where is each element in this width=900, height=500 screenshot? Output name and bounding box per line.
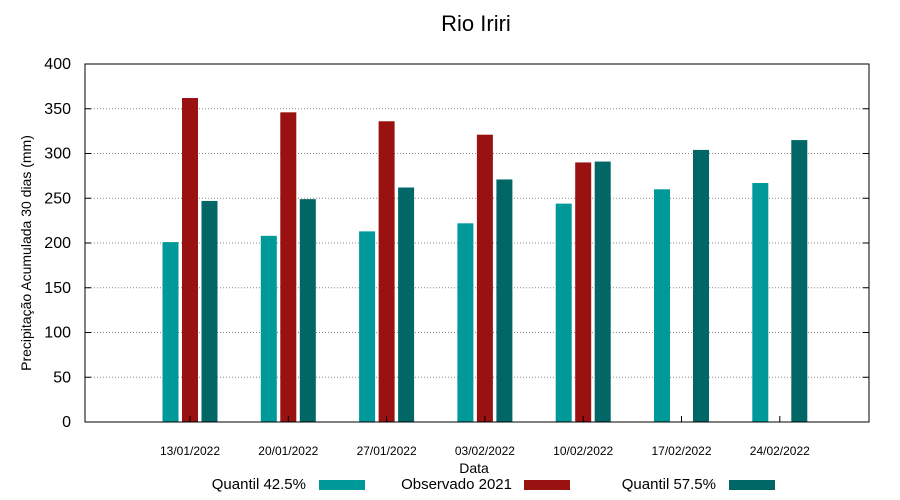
legend-swatch-0 xyxy=(319,480,365,490)
bar-1-2 xyxy=(378,121,395,422)
x-tick-label: 13/01/2022 xyxy=(160,444,220,458)
bar-1-4 xyxy=(575,162,592,422)
bar-2-4 xyxy=(594,161,611,422)
bar-0-1 xyxy=(260,235,277,422)
bar-2-2 xyxy=(398,187,415,422)
bar-2-1 xyxy=(299,199,316,422)
y-tick-label: 150 xyxy=(44,280,71,297)
x-tick-label: 10/02/2022 xyxy=(553,444,613,458)
x-tick-label: 27/01/2022 xyxy=(357,444,417,458)
y-tick-label: 100 xyxy=(44,325,71,342)
bar-2-3 xyxy=(496,179,513,422)
y-tick-label: 350 xyxy=(44,101,71,118)
x-tick-label: 20/01/2022 xyxy=(258,444,318,458)
y-tick-label: 400 xyxy=(44,56,71,73)
legend-swatch-1 xyxy=(524,480,570,490)
bar-1-3 xyxy=(476,134,493,422)
bar-0-6 xyxy=(752,183,769,422)
bar-0-2 xyxy=(359,231,376,422)
bar-1-1 xyxy=(280,112,297,422)
legend: Quantil 42.5% Observado 2021 Quantil 57.5% xyxy=(212,476,775,493)
legend-swatch-2 xyxy=(729,480,775,490)
x-tick-label: 24/02/2022 xyxy=(750,444,810,458)
y-tick-label: 0 xyxy=(62,414,71,431)
x-axis-label: Data xyxy=(459,460,489,476)
y-tick-label: 50 xyxy=(53,369,71,386)
y-axis-label: Precipitação Acumulada 30 dias (mm) xyxy=(18,135,34,371)
legend-label-0: Quantil 42.5% xyxy=(212,476,306,493)
x-axis-ticks: 13/01/2022 20/01/2022 27/01/2022 03/02/2022… xyxy=(160,416,810,458)
bar-1-0 xyxy=(182,98,198,422)
y-axis-ticks: 0 50 100 150 200 250 300 350 400 xyxy=(44,56,869,431)
bar-0-0 xyxy=(162,242,179,422)
x-tick-label: 03/02/2022 xyxy=(455,444,515,458)
bar-2-6 xyxy=(791,140,808,422)
bar-0-5 xyxy=(654,189,670,422)
bar-2-5 xyxy=(693,149,709,423)
bar-2-0 xyxy=(201,200,218,422)
bar-0-3 xyxy=(457,223,474,422)
legend-label-1: Observado 2021 xyxy=(401,476,512,493)
y-tick-label: 300 xyxy=(44,146,71,163)
y-tick-label: 250 xyxy=(44,190,71,207)
chart-title: Rio Iriri xyxy=(441,11,511,36)
bars xyxy=(162,98,808,423)
y-tick-label: 200 xyxy=(44,235,71,252)
bar-0-4 xyxy=(555,203,572,422)
legend-label-2: Quantil 57.5% xyxy=(622,476,716,493)
x-tick-label: 17/02/2022 xyxy=(651,444,711,458)
